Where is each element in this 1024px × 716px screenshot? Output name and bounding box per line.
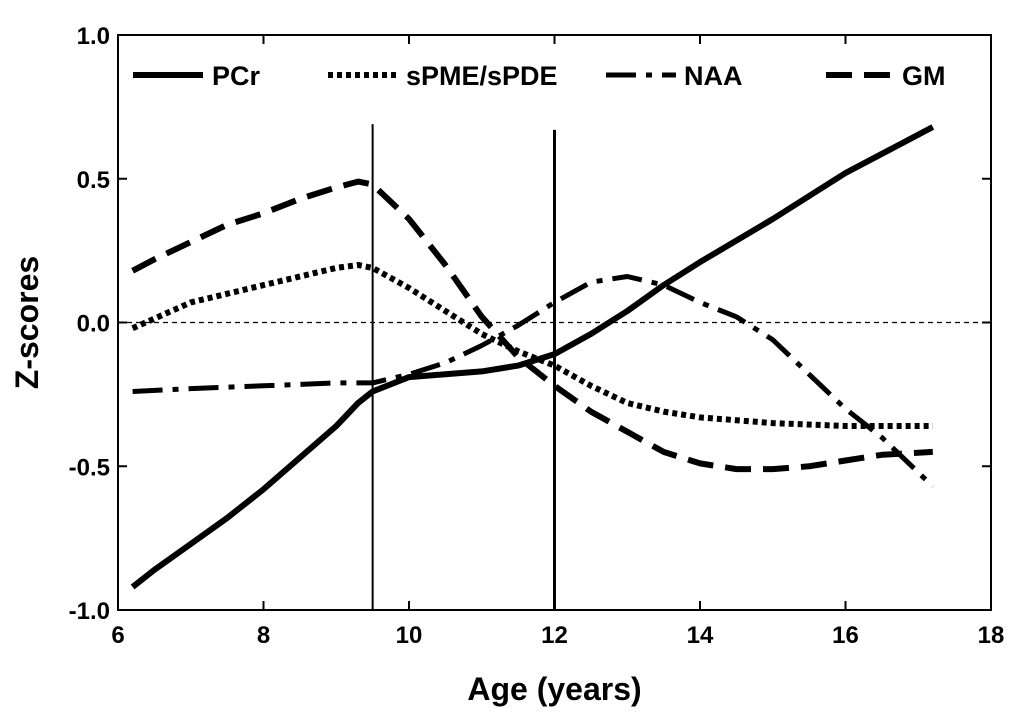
x-tick-label: 6	[111, 622, 124, 649]
x-tick-label: 12	[541, 622, 568, 649]
legend: PCr sPME/sPDE NAA GM	[133, 61, 946, 91]
x-tick-label: 16	[832, 622, 859, 649]
series-line-naa	[132, 274, 935, 489]
axis-ticks: 6 8 10 12 14 16 18 -1.0 -0.5 0.0 0.5 1.0	[69, 23, 1005, 649]
legend-label-spme-spde: sPME/sPDE	[406, 61, 558, 91]
y-tick-label: 0.0	[77, 311, 110, 338]
x-tick-label: 14	[687, 622, 714, 649]
x-tick-label: 10	[396, 622, 423, 649]
y-tick-label: 0.5	[77, 167, 110, 194]
x-tick-label: 8	[257, 622, 270, 649]
x-tick-label: 18	[978, 622, 1005, 649]
y-axis-title: Z-scores	[9, 256, 45, 389]
series-line-spme-spde	[131, 262, 933, 429]
legend-label-pcr: PCr	[212, 61, 261, 91]
series-line-gm	[131, 178, 933, 473]
legend-label-gm: GM	[902, 61, 946, 91]
y-tick-label: -1.0	[69, 598, 110, 625]
y-tick-label: 1.0	[77, 23, 110, 50]
legend-label-naa: NAA	[684, 61, 743, 91]
y-tick-label: -0.5	[69, 454, 110, 481]
series-line-pcr	[130, 124, 935, 590]
vertical-markers	[371, 124, 556, 610]
x-axis-title: Age (years)	[467, 671, 641, 707]
series-lines	[130, 124, 935, 590]
